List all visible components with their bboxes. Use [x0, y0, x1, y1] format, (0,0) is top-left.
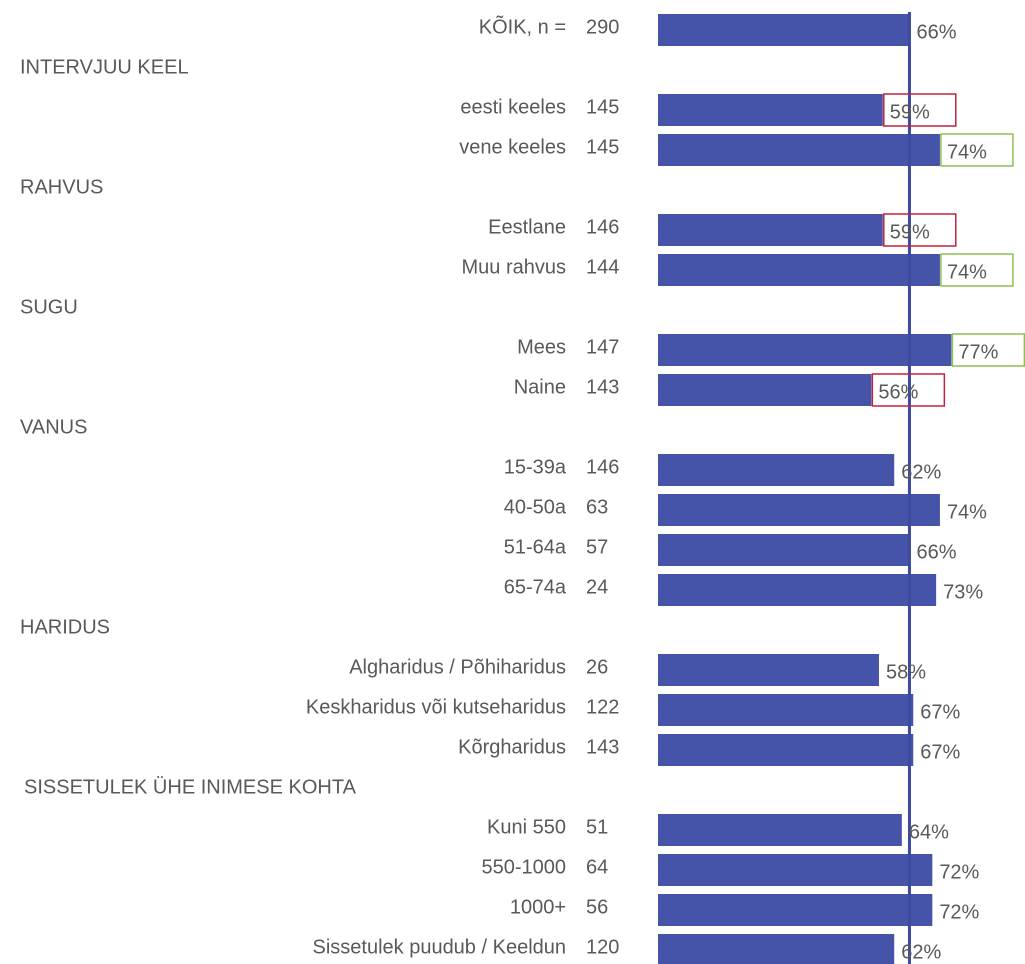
bar: [658, 734, 914, 766]
bar: [658, 94, 883, 126]
category-label: KÕIK, n =: [479, 14, 566, 38]
value-label: 64%: [909, 821, 949, 843]
category-label: Kuni 550: [487, 816, 566, 838]
bar: [658, 534, 910, 566]
group-title: SUGU: [20, 296, 78, 318]
category-label: Naine: [514, 376, 566, 398]
category-label: Mees: [517, 336, 566, 358]
value-label: 74%: [947, 501, 987, 523]
n-label: 146: [586, 456, 619, 478]
highlight-box: [883, 93, 957, 127]
bar: [658, 854, 933, 886]
n-label: 290: [586, 16, 619, 38]
category-label: Keskharidus või kutseharidus: [306, 696, 566, 718]
n-label: 145: [586, 136, 619, 158]
group-title: VANUS: [20, 416, 87, 438]
value-label: 72%: [939, 861, 979, 883]
value-label: 67%: [920, 701, 960, 723]
bar: [658, 254, 940, 286]
bar: [658, 574, 937, 606]
category-label: 51-64a: [504, 536, 567, 558]
value-label: 62%: [901, 941, 941, 963]
value-label: 74%: [947, 261, 987, 283]
value-label: 62%: [901, 461, 941, 483]
value-label: 73%: [943, 581, 983, 603]
value-label: 56%: [878, 381, 918, 403]
n-label: 122: [586, 696, 619, 718]
n-label: 26: [586, 656, 608, 678]
n-label: 144: [586, 256, 619, 278]
bar: [658, 894, 933, 926]
category-label: Algharidus / Põhiharidus: [349, 656, 566, 678]
n-label: 146: [586, 216, 619, 238]
bar: [658, 934, 895, 964]
group-title: RAHVUS: [20, 176, 103, 198]
highlight-box: [951, 333, 1025, 367]
n-label: 57: [586, 536, 608, 558]
n-label: 145: [586, 96, 619, 118]
bar: [658, 214, 883, 246]
bar: [658, 654, 879, 686]
value-label: 66%: [916, 541, 956, 563]
bar: [658, 334, 952, 366]
highlight-box: [940, 133, 1014, 167]
value-label: 59%: [890, 221, 930, 243]
bar: [658, 134, 940, 166]
n-label: 56: [586, 896, 608, 918]
n-label: 143: [586, 736, 619, 758]
category-label: Sissetulek puudub / Keeldun: [312, 936, 566, 958]
category-label: 550-1000: [481, 856, 566, 878]
group-title: HARIDUS: [20, 616, 110, 638]
n-label: 143: [586, 376, 619, 398]
group-title: SISSETULEK ÜHE INIMESE KOHTA: [24, 776, 357, 798]
n-label: 63: [586, 496, 608, 518]
category-label: 65-74a: [504, 576, 567, 598]
value-label: 74%: [947, 141, 987, 163]
bar: [658, 694, 914, 726]
highlight-box: [883, 213, 957, 247]
n-label: 64: [586, 856, 608, 878]
bar: [658, 494, 940, 526]
value-label: 72%: [939, 901, 979, 923]
n-label: 24: [586, 576, 608, 598]
category-label: 1000+: [510, 896, 566, 918]
category-label: Muu rahvus: [462, 256, 567, 278]
bar: [658, 454, 895, 486]
n-label: 120: [586, 936, 619, 958]
value-label: 77%: [958, 341, 998, 363]
highlight-box: [940, 253, 1014, 287]
category-label: Kõrgharidus: [458, 736, 566, 758]
bar: [658, 374, 872, 406]
value-label: 67%: [920, 741, 960, 763]
category-label: eesti keeles: [460, 96, 566, 118]
value-label: 59%: [890, 101, 930, 123]
category-label: 40-50a: [504, 496, 567, 518]
n-label: 147: [586, 336, 619, 358]
group-title: INTERVJUU KEEL: [20, 56, 189, 78]
value-label: 58%: [886, 661, 926, 683]
bar: [658, 814, 902, 846]
category-label: vene keeles: [459, 136, 566, 158]
highlight-box: [871, 373, 946, 407]
bar: [658, 14, 910, 46]
category-label: Eestlane: [488, 216, 566, 238]
value-label: 66%: [916, 21, 956, 43]
n-label: 51: [586, 816, 608, 838]
category-label: 15-39a: [504, 456, 567, 478]
